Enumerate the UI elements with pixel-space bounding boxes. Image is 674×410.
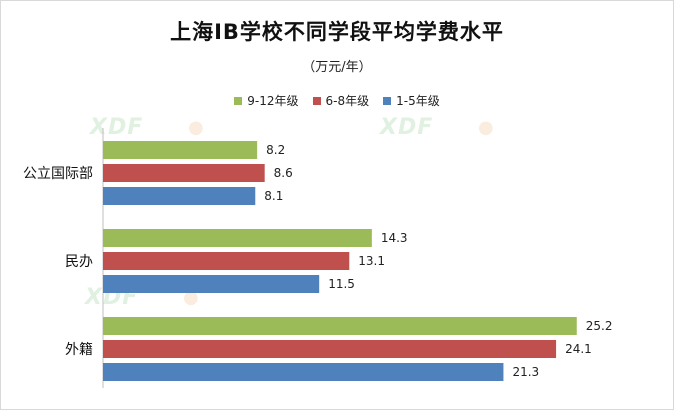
legend-item-1-5: 1-5年级 [383, 92, 440, 109]
watermark-logo: XDF [90, 115, 144, 140]
category-label: 外籍 [65, 341, 93, 358]
data-label: 14.3 [381, 231, 408, 245]
data-label: 25.2 [586, 319, 613, 333]
data-label: 8.6 [274, 166, 293, 180]
category-label: 民办 [65, 254, 93, 270]
legend-item-6-8: 6-8年级 [312, 92, 370, 109]
legend-item-9-12: 9-12年级 [234, 92, 299, 109]
legend-swatch-1-5 [383, 96, 392, 105]
bar [103, 141, 258, 159]
bar [103, 317, 577, 335]
chart-title: 上海IB学校不同学段平均学费水平 [170, 20, 504, 44]
legend-swatch-9-12 [234, 96, 243, 105]
chart-subtitle: （万元/年） [302, 60, 372, 75]
watermark-logo: XDF [380, 115, 434, 140]
bar [103, 340, 557, 358]
bar [103, 187, 256, 205]
legend-label-9-12: 9-12年级 [247, 94, 299, 108]
chart-legend: 9-12年级 6-8年级 1-5年级 [0, 92, 674, 109]
watermark-logo: ● [188, 117, 204, 138]
bar [103, 275, 320, 293]
data-label: 24.1 [565, 342, 592, 356]
data-label: 13.1 [358, 254, 385, 268]
legend-label-1-5: 1-5年级 [396, 94, 440, 108]
data-label: 21.3 [512, 365, 539, 379]
labels-group: 公立国际部 8.2 8.6 8.1 民办 14.3 13.111.5 外籍 25.2 24.1 21… [23, 143, 612, 379]
category-label: 公立国际部 [23, 166, 93, 182]
data-label: 8.2 [266, 143, 285, 157]
bar [103, 229, 372, 247]
legend-swatch-6-8 [312, 96, 321, 105]
bars-group [103, 141, 577, 381]
legend-label-6-8: 6-8年级 [325, 94, 370, 108]
bar [103, 363, 504, 381]
bar [103, 252, 350, 270]
data-label: 11.5 [328, 277, 355, 291]
bar [103, 164, 265, 182]
data-label: 8.1 [264, 189, 283, 203]
watermark-logo: ● [478, 117, 494, 138]
